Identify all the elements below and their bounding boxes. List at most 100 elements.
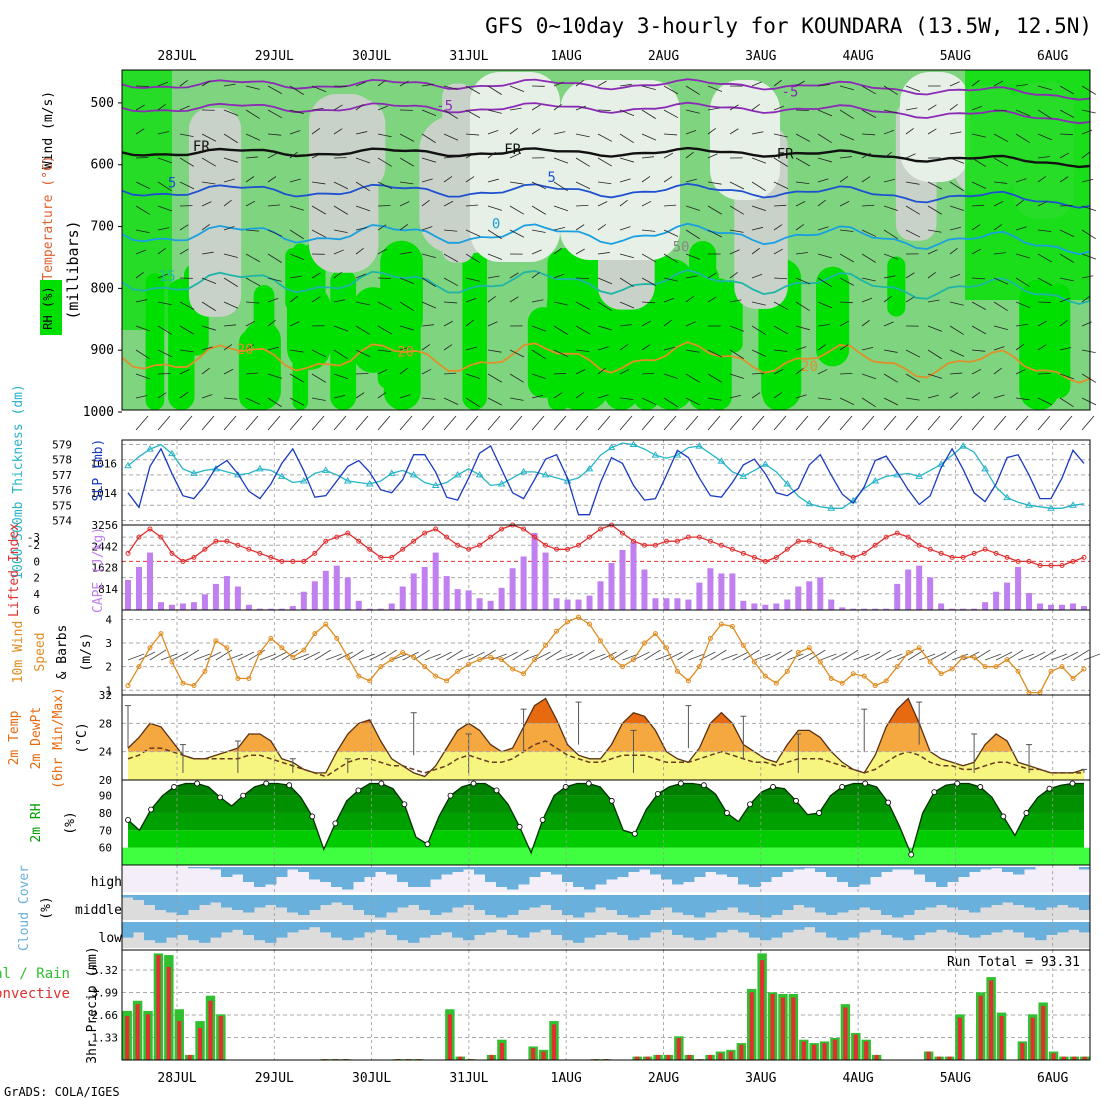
wind-barb	[685, 205, 701, 211]
cloud-high-bar	[287, 867, 299, 870]
precip-convective-bar	[853, 1034, 858, 1060]
contour-label: 5	[547, 170, 555, 186]
wind-barb	[465, 253, 480, 263]
rh2m-point	[447, 792, 454, 799]
lifted-index-series-point	[477, 542, 483, 548]
cloud-middle-bar	[419, 895, 431, 910]
lifted-index-series-point	[663, 538, 669, 544]
cloud-middle-bar	[782, 895, 794, 910]
lifted-index-series-point	[630, 538, 636, 544]
cape-bar	[201, 594, 208, 610]
cape-bar	[256, 608, 263, 610]
wind-barb	[399, 224, 409, 231]
lifted-index-series-point	[191, 554, 197, 560]
wind-barb	[531, 394, 544, 399]
wind10m-speed-series-point	[784, 668, 790, 674]
cloud-low-bar	[958, 922, 970, 935]
wind-barb	[267, 319, 276, 327]
wind10m-barb	[984, 653, 1002, 661]
lifted-index-series-point	[312, 550, 318, 556]
wind-barb	[1015, 253, 1030, 259]
wind-barb	[861, 204, 875, 207]
precip-convective-bar	[666, 1054, 671, 1060]
wind-barb	[817, 301, 833, 309]
cloud-middle-bar	[265, 895, 277, 905]
wind-barb	[377, 301, 393, 310]
wind-barb	[1015, 157, 1030, 163]
cloud-low-bar	[331, 922, 343, 938]
wind-barb	[377, 325, 393, 335]
wind-barb	[135, 128, 145, 135]
precip-convective-bar	[936, 1056, 942, 1060]
cloud-low-bar	[804, 922, 816, 928]
cloud-low-bar	[221, 922, 233, 933]
wind-barb	[289, 205, 305, 211]
wind-barb	[1081, 178, 1094, 183]
wind-barb	[245, 253, 261, 263]
cloud-low-bar	[419, 922, 431, 938]
cloud-middle-bar	[375, 895, 387, 918]
cloud-low-bar	[309, 922, 321, 928]
wind-barb	[1037, 109, 1052, 120]
wind-barb	[597, 224, 607, 231]
lifted-index-series-point	[587, 534, 593, 540]
wind-barb	[135, 271, 144, 279]
wind-barb	[1081, 229, 1096, 240]
cape-bar	[179, 603, 186, 610]
wind-barb	[399, 394, 411, 399]
wind-barb	[1059, 297, 1071, 303]
thickness-marker	[234, 470, 242, 478]
rh2m-point	[747, 801, 753, 808]
wind10m-barb	[809, 649, 826, 661]
wind10m-speed-series-point	[191, 683, 197, 689]
wind-barb	[773, 133, 788, 138]
wind10m-speed-series-point	[587, 621, 593, 627]
precip-convective-bar	[780, 997, 786, 1060]
wind-barb	[267, 133, 282, 136]
cloud-low-bar	[441, 922, 453, 933]
wind-barb	[531, 128, 541, 135]
wind-barb	[729, 415, 743, 431]
wind-barb	[443, 397, 459, 405]
wind-barb	[1081, 415, 1095, 431]
thickness-marker	[607, 443, 616, 451]
wind10m-speed-series-point	[444, 678, 450, 684]
temp-hot-fill	[128, 698, 1084, 724]
contour-label: 15	[159, 269, 176, 285]
cloud-middle-bar	[848, 895, 860, 910]
lifted-index-series-point	[927, 546, 933, 552]
wind-barb	[531, 415, 545, 431]
wind-barb	[553, 349, 569, 357]
cloud-high-bar	[540, 867, 552, 872]
thickness-marker	[387, 469, 396, 476]
wind-barb	[355, 157, 371, 164]
wind-barb	[1059, 373, 1075, 380]
thickness-marker	[1003, 493, 1011, 501]
wind10m-speed-series-point	[740, 642, 746, 648]
wind-barb	[993, 252, 1006, 255]
wind-barb	[597, 181, 612, 185]
rh-moist-area	[649, 258, 694, 410]
cloud-low-bar	[485, 922, 497, 933]
cape-bar	[366, 608, 373, 610]
lifted-index-series-point	[488, 534, 494, 540]
wind10m-speed-series-point	[652, 631, 658, 637]
wind-barb	[311, 349, 327, 358]
cloud-middle-bar	[628, 895, 640, 918]
cloud-low-bar	[562, 922, 574, 941]
cloud-middle-bar	[793, 895, 805, 905]
wind-barb	[861, 229, 877, 237]
wind-barb	[971, 277, 986, 280]
cloud-middle-bar	[320, 895, 332, 905]
wind-barb	[377, 369, 388, 375]
wind10m-speed-series-point	[554, 628, 560, 634]
wind-barb	[377, 133, 392, 138]
wind-barb	[487, 229, 502, 240]
rh2m-point	[1046, 785, 1053, 792]
cloud-high-bar	[760, 867, 772, 882]
wind-barb	[663, 373, 679, 379]
wind-barb	[861, 133, 876, 136]
wind-barb	[333, 349, 348, 360]
wind-barb	[971, 79, 980, 87]
contour-label: FR	[193, 139, 210, 155]
